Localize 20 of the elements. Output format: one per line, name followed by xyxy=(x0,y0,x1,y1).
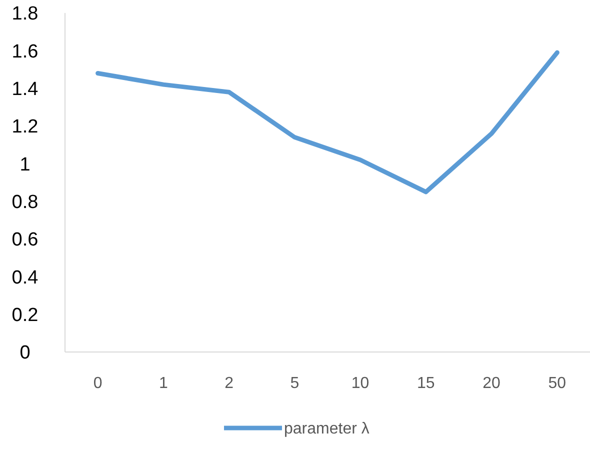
x-tick-label: 10 xyxy=(351,375,370,392)
y-tick-label: 1.4 xyxy=(12,78,39,100)
line-series xyxy=(96,50,560,194)
x-tick-label: 20 xyxy=(482,375,501,392)
y-tick-label: 0.2 xyxy=(12,304,38,326)
legend-label: parameter λ xyxy=(284,420,370,438)
x-tick-label: 2 xyxy=(224,375,234,392)
x-tick-label: 5 xyxy=(290,375,300,392)
y-tick-label: 0.4 xyxy=(12,267,39,288)
y-tick-label: 0.8 xyxy=(12,192,38,213)
x-tick-label: 1 xyxy=(158,375,168,392)
y-tick-label: 1.2 xyxy=(12,116,38,138)
x-tick-label: 50 xyxy=(548,375,566,392)
y-tick-label: 1 xyxy=(20,154,30,176)
y-tick-label: 1.6 xyxy=(12,41,38,62)
y-tick-label: 0.6 xyxy=(12,230,38,251)
y-tick-label: 0 xyxy=(20,342,30,364)
y-tick-label: 1.8 xyxy=(12,4,38,25)
x-tick-label: 0 xyxy=(93,375,102,392)
x-tick-label: 15 xyxy=(417,375,435,392)
